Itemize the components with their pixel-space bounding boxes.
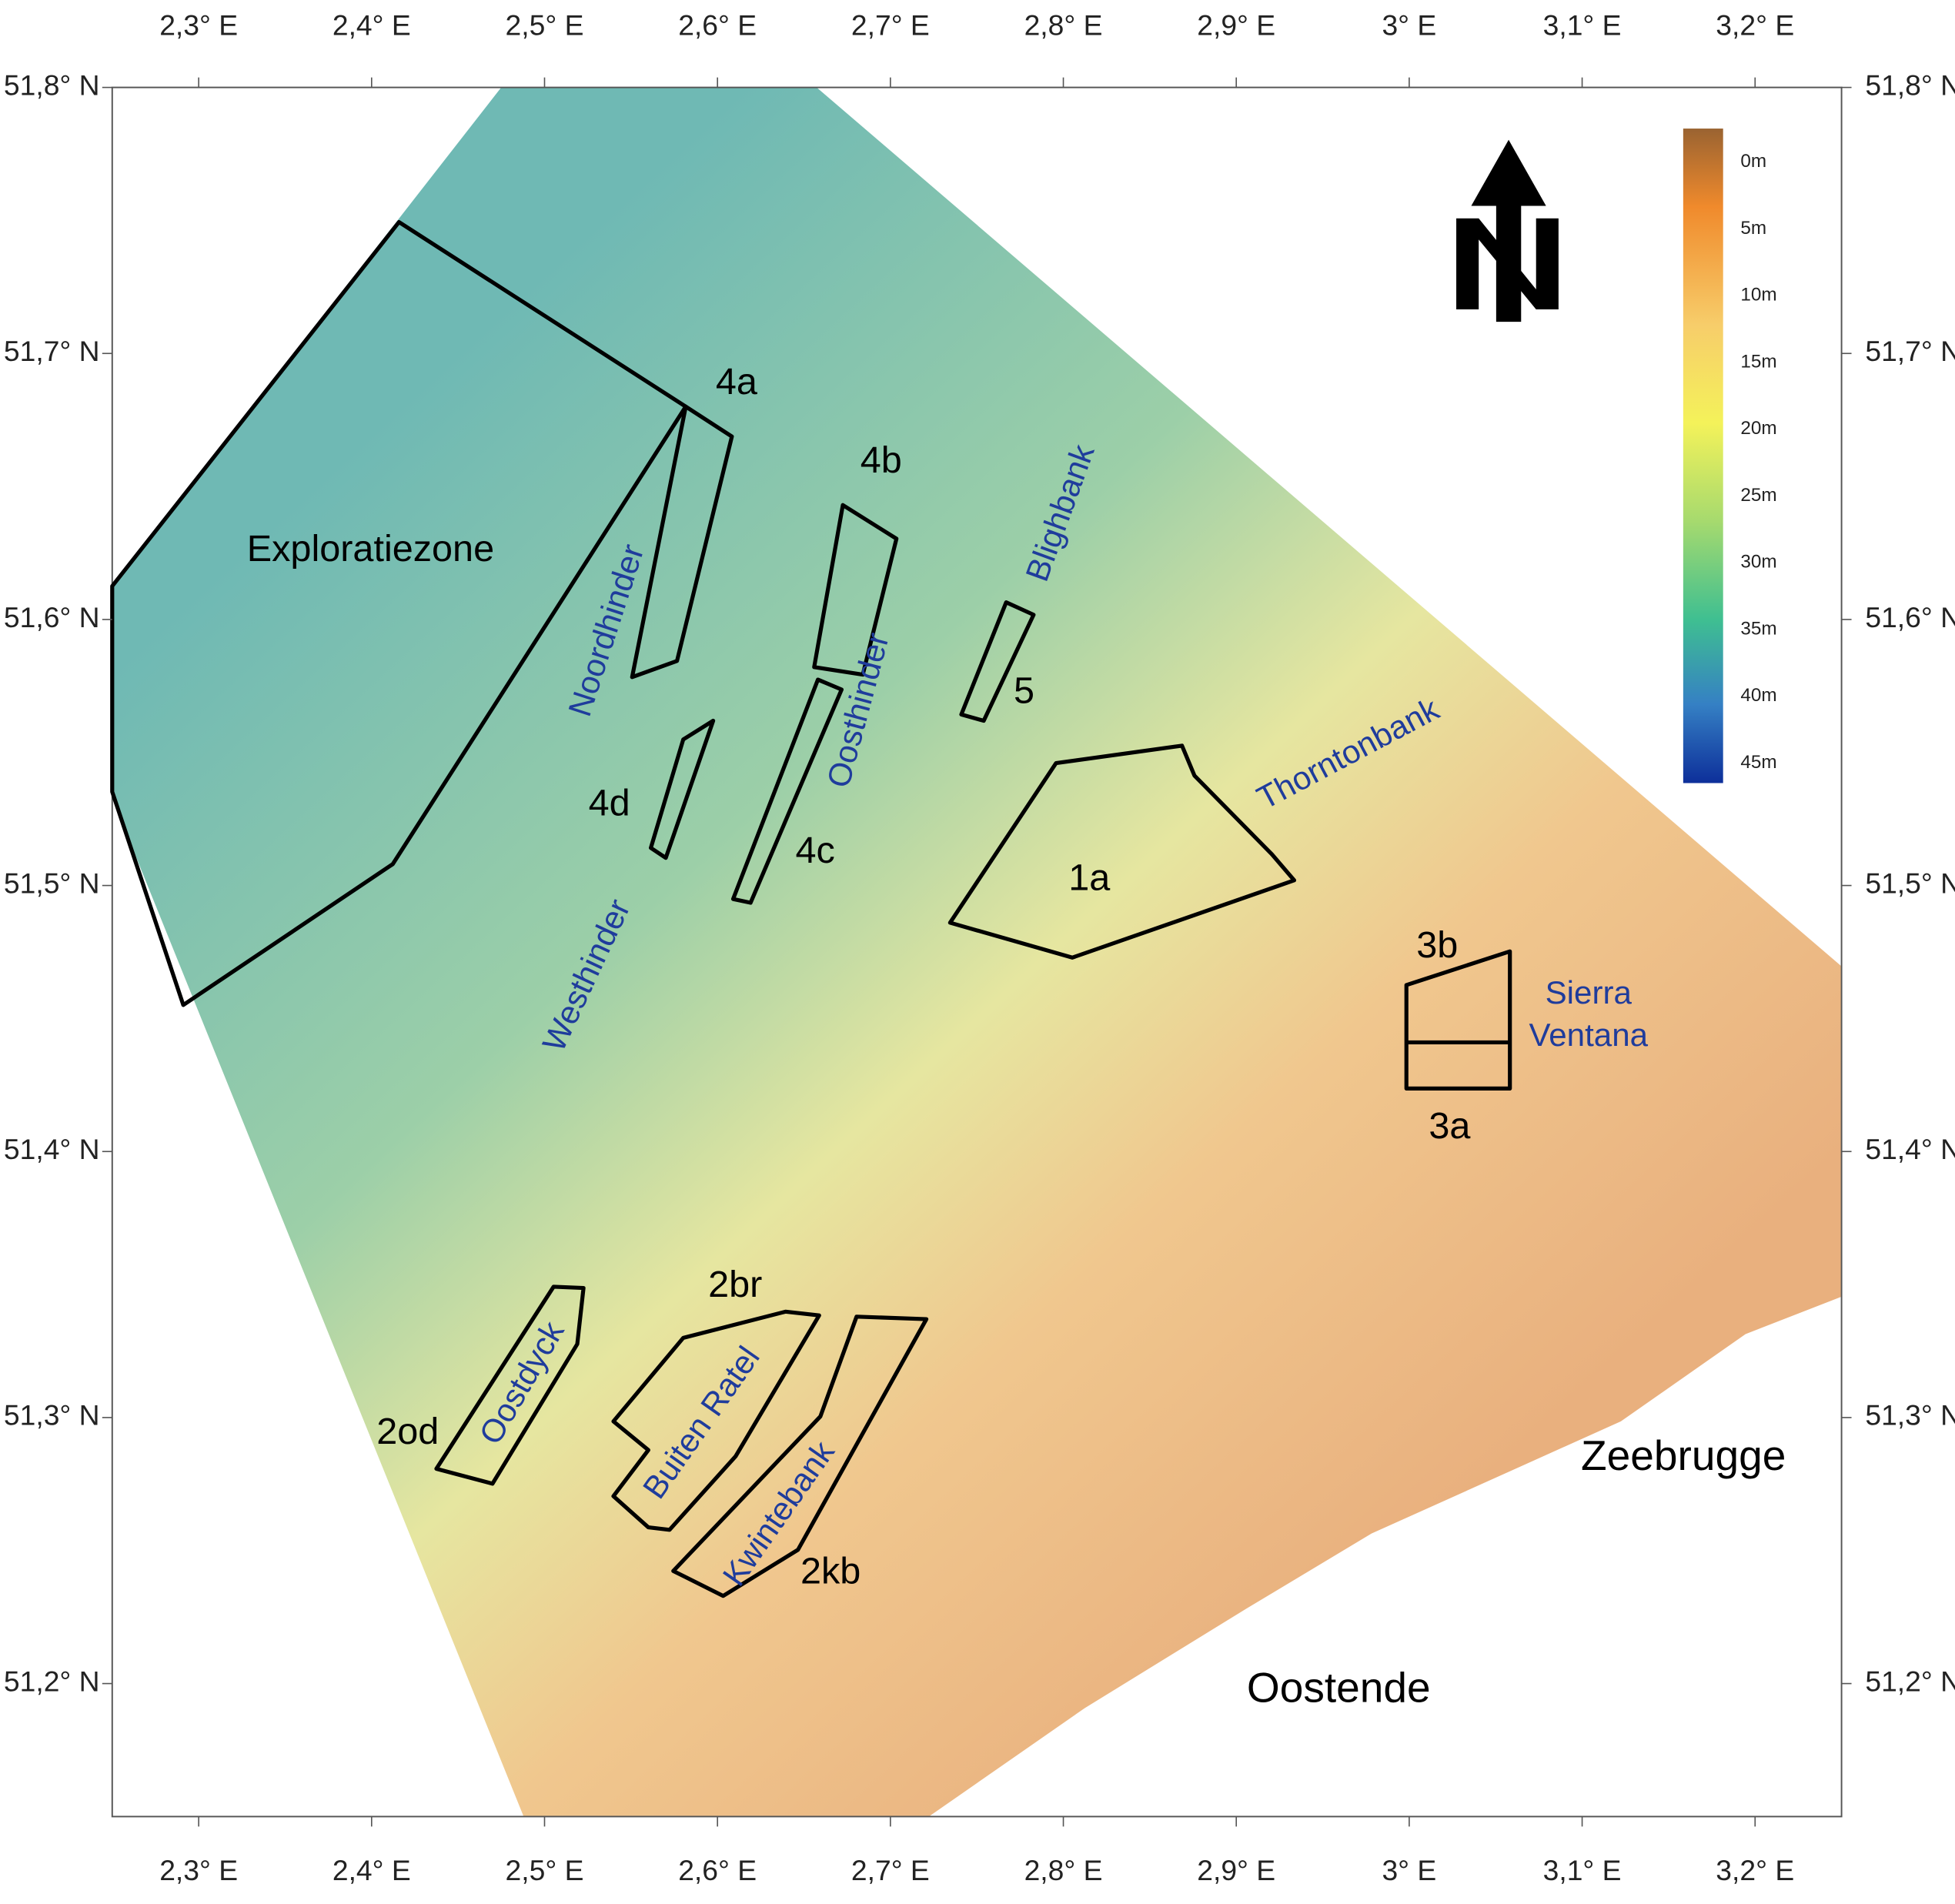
legend-label: 30m	[1740, 552, 1776, 573]
y-tick-label: 51,8° N	[4, 68, 100, 101]
y-tick-label: 51,8° N	[1865, 68, 1955, 101]
legend-label: 25m	[1740, 485, 1776, 506]
y-tick-label: 51,6° N	[4, 601, 100, 633]
x-tick-label: 2,7° E	[851, 9, 930, 42]
zone-label: 4b	[861, 439, 902, 481]
north-arrow	[1456, 139, 1559, 322]
y-tick-label: 51,7° N	[4, 335, 100, 367]
sandbank-label: Sierra	[1546, 974, 1633, 1010]
zone-label: 3a	[1429, 1105, 1471, 1147]
zone-label: 2kb	[800, 1550, 861, 1592]
x-tick-label: 2,7° E	[851, 1854, 930, 1886]
x-tick-label: 2,4° E	[333, 1854, 411, 1886]
zone-label: 4d	[589, 782, 630, 823]
zone-label: 2od	[376, 1411, 439, 1452]
x-tick-label: 3,2° E	[1716, 1854, 1794, 1886]
zone-label: Exploratiezone	[247, 528, 494, 570]
y-tick-label: 51,5° N	[1865, 867, 1955, 899]
y-tick-label: 51,5° N	[4, 867, 100, 899]
zone-label: 4a	[716, 361, 758, 403]
y-tick-label: 51,4° N	[1865, 1133, 1955, 1165]
colorbar	[1683, 129, 1723, 783]
zone-outline	[959, 600, 1036, 723]
y-tick-label: 51,3° N	[1865, 1399, 1955, 1431]
zone-outline	[630, 404, 734, 680]
x-tick-label: 2,6° E	[678, 1854, 757, 1886]
y-tick-label: 51,3° N	[4, 1399, 100, 1431]
zone-outline	[730, 677, 844, 905]
y-tick-label: 51,7° N	[1865, 335, 1955, 367]
zone-labels: Exploratiezone 4a 4b 4c 4d 5 1a 3a 3b 2o…	[247, 361, 1472, 1592]
legend-label: 20m	[1740, 418, 1776, 439]
legend-label: 0m	[1740, 151, 1766, 172]
x-tick-label: 3° E	[1382, 9, 1436, 42]
x-tick-label: 2,9° E	[1197, 9, 1275, 42]
legend-label: 45m	[1740, 752, 1776, 773]
x-tick-label: 2,3° E	[159, 1854, 238, 1886]
zone-label: 3b	[1416, 924, 1458, 966]
y-tick-label: 51,2° N	[1865, 1665, 1955, 1697]
zones	[110, 219, 1512, 1598]
zone-outline	[671, 1314, 929, 1598]
x-tick-label: 2,9° E	[1197, 1854, 1275, 1886]
zone-outline	[812, 503, 899, 677]
x-tick-label: 2,6° E	[678, 9, 757, 42]
zone-label: 4c	[795, 830, 834, 871]
x-tick-label: 2,8° E	[1024, 9, 1103, 42]
frame	[111, 86, 1843, 1818]
x-tick-label: 3,1° E	[1543, 9, 1622, 42]
x-tick-label: 2,3° E	[159, 9, 238, 42]
y-tick-label: 51,2° N	[4, 1665, 100, 1697]
x-tick-label: 2,4° E	[333, 9, 411, 42]
legend-label: 10m	[1740, 285, 1776, 306]
zone-outline	[434, 1284, 586, 1486]
zone-outline	[648, 718, 716, 860]
place-label: Oostende	[1247, 1663, 1431, 1711]
x-tick-label: 3° E	[1382, 1854, 1436, 1886]
y-tick-label: 51,4° N	[4, 1133, 100, 1165]
sea-area	[112, 87, 1842, 1817]
zone-label: 1a	[1068, 857, 1111, 899]
zone-label: 2br	[708, 1264, 762, 1305]
x-tick-label: 2,5° E	[506, 9, 584, 42]
legend-label: 40m	[1740, 685, 1776, 706]
ticks: 2,3° E 2,3° E 2,4° E 2,4° E 2,5° E 2,5° E 2,6°…	[4, 9, 1955, 1886]
zone-label: 5	[1014, 670, 1034, 712]
zone-outline	[611, 1309, 821, 1532]
x-tick-label: 2,5° E	[506, 1854, 584, 1886]
legend-label: 5m	[1740, 218, 1766, 239]
x-tick-label: 3,2° E	[1716, 9, 1794, 42]
zone-outline	[1404, 949, 1512, 1091]
y-tick-label: 51,6° N	[1865, 601, 1955, 633]
legend-label: 15m	[1740, 351, 1776, 372]
legend-label: 35m	[1740, 618, 1776, 639]
zone-outline	[947, 743, 1297, 960]
sandbank-label: Ventana	[1529, 1017, 1648, 1053]
x-tick-label: 3,1° E	[1543, 1854, 1622, 1886]
place-label: Zeebrugge	[1581, 1431, 1786, 1479]
legend: 0m 5m 10m 15m 20m 25m 30m 35m 40m 45m	[1740, 151, 1776, 773]
x-tick-label: 2,8° E	[1024, 1854, 1103, 1886]
